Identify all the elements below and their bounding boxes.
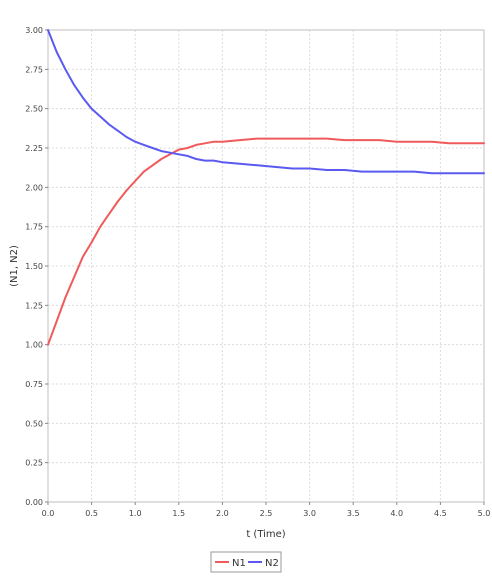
x-axis-title: t (Time): [246, 529, 285, 540]
y-tick-label: 2.75: [25, 65, 43, 74]
y-tick-label: 0.25: [25, 459, 43, 468]
y-axis: 0.00 0.25 0.50 0.75 1.00 1.25 1.50 1.75 2.00 2.25…: [25, 26, 48, 507]
y-tick-label: 0.75: [25, 380, 43, 389]
y-tick-label: 1.75: [25, 223, 43, 232]
x-tick-label: 2.0: [216, 509, 229, 518]
series-layer: [47, 29, 485, 346]
legend-box: [210, 551, 282, 573]
series-line-n2: [47, 29, 485, 175]
x-tick-label: 1.5: [172, 509, 185, 518]
x-tick-label: 3.0: [303, 509, 316, 518]
x-tick-label: 4.0: [390, 509, 403, 518]
x-tick-label: 3.5: [347, 509, 360, 518]
x-tick-label: 0.5: [85, 509, 98, 518]
legend-label-n2: N2: [265, 558, 279, 569]
y-tick-label: 0.00: [25, 498, 43, 507]
series-line-n1: [47, 137, 485, 346]
y-axis-title: (N1, N2): [9, 245, 20, 287]
y-tick-label: 2.50: [25, 105, 43, 114]
x-tick-label: 1.0: [129, 509, 142, 518]
x-tick-label: 0.0: [42, 509, 55, 518]
y-tick-label: 1.50: [25, 262, 43, 271]
x-tick-label: 2.5: [260, 509, 273, 518]
y-tick-label: 2.25: [25, 144, 43, 153]
y-tick-label: 1.00: [25, 341, 43, 350]
y-tick-label: 0.50: [25, 419, 43, 428]
x-tick-label: 4.5: [434, 509, 447, 518]
x-tick-label: 5.0: [478, 509, 491, 518]
gridlines: [47, 29, 485, 503]
x-axis: 0.0 0.5 1.0 1.5 2.0 2.5 3.0 3.5 4.0 4.5 5.0: [42, 502, 491, 518]
legend[interactable]: N1 N2: [210, 551, 282, 573]
y-tick-label: 1.25: [25, 301, 43, 310]
legend-label-n1: N1: [232, 558, 246, 569]
y-tick-label: 2.00: [25, 183, 43, 192]
y-tick-label: 3.00: [25, 26, 43, 35]
